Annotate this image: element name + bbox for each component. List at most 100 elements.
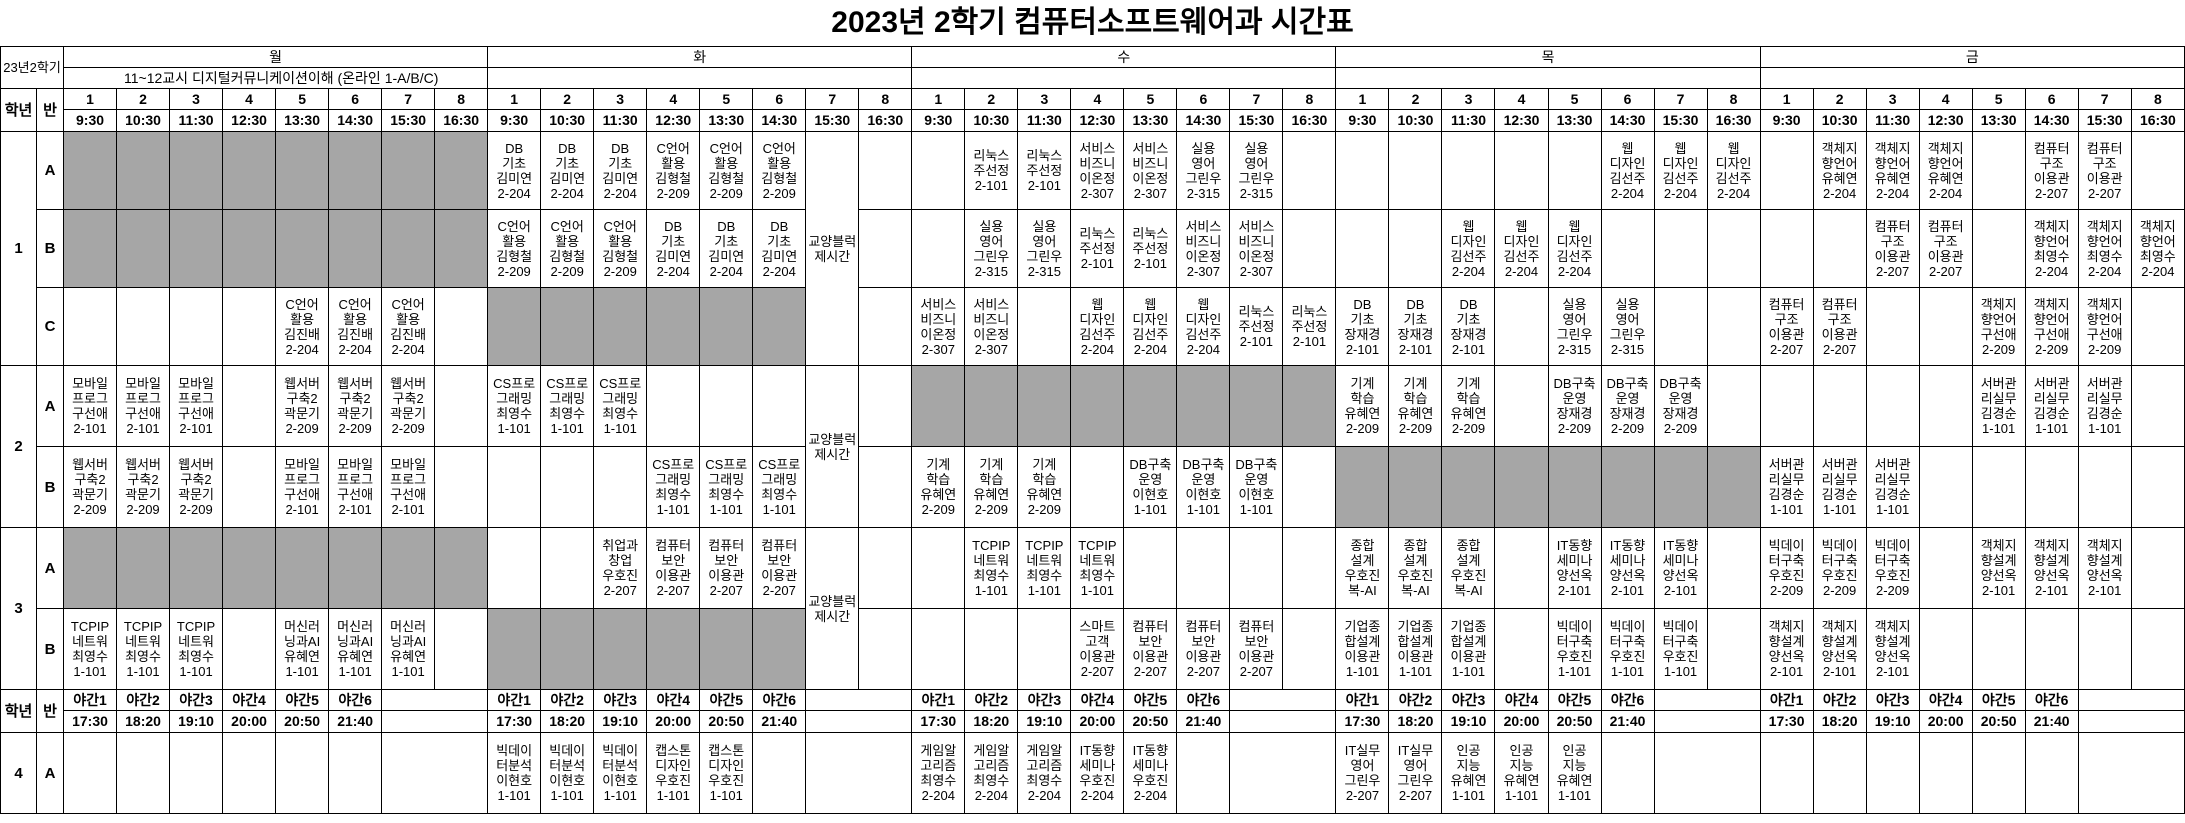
- empty-slot: [2130, 608, 2185, 690]
- blocked-slot: [1176, 365, 1231, 447]
- night-period: 야간4: [1918, 689, 1973, 711]
- blocked-slot: [1070, 365, 1125, 447]
- night-time: 17:30: [487, 710, 542, 733]
- night-time: 20:00: [646, 710, 701, 733]
- blocked-slot: [1441, 446, 1496, 528]
- night-time: 21:40: [752, 710, 807, 733]
- class-session: 객체지 향언어 구선애 2-209: [1971, 287, 2026, 366]
- day-header: 화: [487, 46, 913, 68]
- night-period: 야간3: [593, 689, 648, 711]
- period-time: 15:30: [381, 109, 436, 132]
- blocked-slot: [646, 608, 701, 690]
- day-header: 목: [1335, 46, 1761, 68]
- night-period: 야간5: [1971, 689, 2026, 711]
- class-session: 서버관 리실무 김경순 1-101: [2024, 365, 2079, 447]
- period-number: 8: [2130, 88, 2185, 110]
- empty-slot: [911, 131, 966, 210]
- class-session: 빅데이 터구축 우호진 2-209: [1865, 527, 1920, 609]
- night-period: 야간3: [1017, 689, 1072, 711]
- period-time: 14:30: [1600, 109, 1655, 132]
- empty-slot: [2024, 608, 2079, 690]
- class-session: DB 기초 김미연 2-204: [593, 131, 648, 210]
- class-session: 객체지 향언어 유혜연 2-204: [1918, 131, 1973, 210]
- blocked-slot: [328, 209, 383, 288]
- grade-header: 학년: [0, 689, 37, 733]
- class-session: 컴퓨터 구조 이용관 2-207: [1865, 209, 1920, 288]
- class-session: DB구축 운영 장재경 2-209: [1653, 365, 1708, 447]
- class-session: 웹서버 구축2 곽문기 2-209: [275, 365, 330, 447]
- period-number: 2: [964, 88, 1019, 110]
- period-time: 13:30: [1971, 109, 2026, 132]
- blocked-slot: [63, 131, 118, 210]
- class-session: TCPIP 네트워 최영수 1-101: [964, 527, 1019, 609]
- night-time: 21:40: [1176, 710, 1231, 733]
- blocked-slot: [1335, 446, 1390, 528]
- blocked-slot: [752, 287, 807, 366]
- empty-slot: [593, 446, 648, 528]
- period-number: 7: [2077, 88, 2132, 110]
- class-session: DB구축 운영 이현호 1-101: [1123, 446, 1178, 528]
- blocked-slot: [63, 209, 118, 288]
- grade-header: 학년: [0, 88, 37, 132]
- class-session: CS프로 그래밍 최영수 1-101: [752, 446, 807, 528]
- night-time: 18:20: [1388, 710, 1443, 733]
- blocked-slot: [222, 209, 277, 288]
- night-time: 20:50: [1123, 710, 1178, 733]
- night-time: 20:00: [1918, 710, 1973, 733]
- blocked-slot: [63, 527, 118, 609]
- period-number: 5: [275, 88, 330, 110]
- period-number: 4: [1918, 88, 1973, 110]
- class-cell: B: [35, 446, 65, 528]
- empty-slot: [63, 732, 118, 814]
- class-session: 빅데이 터구축 우호진 1-101: [1600, 608, 1655, 690]
- night-period: 야간5: [1123, 689, 1178, 711]
- class-session: 서버관 리실무 김경순 1-101: [2077, 365, 2132, 447]
- empty-slot: [2024, 732, 2079, 814]
- empty-slot: [964, 608, 1019, 690]
- empty-slot: [2024, 446, 2079, 528]
- class-session: C언어 활용 김형철 2-209: [593, 209, 648, 288]
- class-session: 컴퓨터 구조 이용관 2-207: [1918, 209, 1973, 288]
- class-session: 기계 학습 유혜연 2-209: [1017, 446, 1072, 528]
- empty-slot: [434, 446, 489, 528]
- period-time: 16:30: [434, 109, 489, 132]
- period-time: 15:30: [1653, 109, 1708, 132]
- class-session: 서비스 비즈니 이온정 2-307: [1229, 209, 1284, 288]
- night-period: 야간3: [169, 689, 224, 711]
- empty-slot: [1706, 527, 1761, 609]
- class-session: 빅데이 터구축 우호진 2-209: [1759, 527, 1814, 609]
- period-time: 16:30: [1282, 109, 1337, 132]
- blocked-slot: [381, 131, 436, 210]
- night-period: 야간5: [699, 689, 754, 711]
- empty-slot: [858, 287, 913, 366]
- night-period: 야간2: [1388, 689, 1443, 711]
- empty-slot: [222, 608, 277, 690]
- night-empty: [1653, 710, 1761, 733]
- class-session: 객체지 향설계 양선옥 2-101: [1971, 527, 2026, 609]
- class-session: 컴퓨터 보안 이용관 2-207: [1123, 608, 1178, 690]
- blocked-slot: [752, 608, 807, 690]
- class-session: 빅데이 터구축 우호진 1-101: [1653, 608, 1708, 690]
- empty-slot: [2077, 608, 2132, 690]
- period-number: 7: [381, 88, 436, 110]
- empty-slot: [1176, 732, 1231, 814]
- empty-slot: [1335, 131, 1390, 210]
- class-session: 서비스 비즈니 이온정 2-307: [1123, 131, 1178, 210]
- empty-slot: [1282, 608, 1337, 690]
- class-session: CS프로 그래밍 최영수 1-101: [593, 365, 648, 447]
- class-session: 빅데이 터구축 우호진 2-209: [1812, 527, 1867, 609]
- period-time: 11:30: [1017, 109, 1072, 132]
- class-session: 리눅스 주선정 2-101: [1070, 209, 1125, 288]
- night-time: 18:20: [1812, 710, 1867, 733]
- period-number: 4: [1494, 88, 1549, 110]
- class-session: 웹서버 구축2 곽문기 2-209: [381, 365, 436, 447]
- class-session: 컴퓨터 구조 이용관 2-207: [2077, 131, 2132, 210]
- period-number: 2: [1812, 88, 1867, 110]
- blocked-slot: [1494, 446, 1549, 528]
- class-session: 리눅스 주선정 2-101: [964, 131, 1019, 210]
- day-note-empty: [911, 67, 1337, 89]
- empty-slot: [1494, 131, 1549, 210]
- empty-slot: [116, 287, 171, 366]
- class-session: 머신러 닝과AI 유혜연 1-101: [381, 608, 436, 690]
- class-session: 웹서버 구축2 곽문기 2-209: [63, 446, 118, 528]
